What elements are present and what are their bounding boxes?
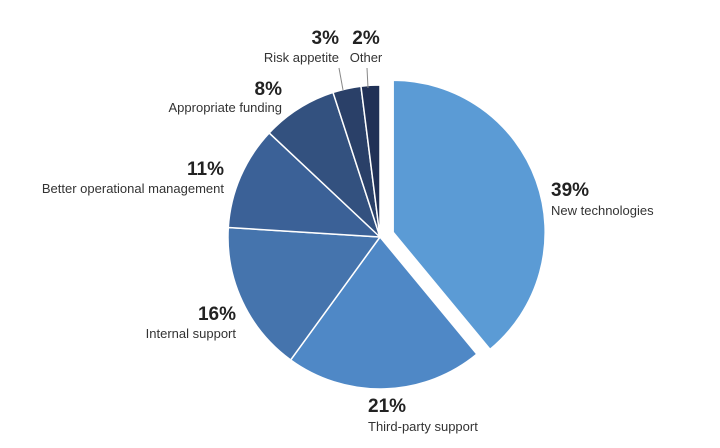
slice-better-operational-management <box>227 132 381 238</box>
value-label-appropriate-funding: 8% <box>255 79 283 100</box>
slice-third-party-support <box>289 236 478 390</box>
pie-slices <box>227 79 546 390</box>
slice-internal-support <box>227 226 381 361</box>
category-label-better-operational-management: Better operational management <box>42 181 225 196</box>
value-label-internal-support: 16% <box>198 304 236 325</box>
slice-new-technologies <box>392 79 546 351</box>
value-label-third-party-support: 21% <box>368 396 406 417</box>
label-connectors <box>338 67 369 91</box>
value-label-better-operational-management: 11% <box>187 159 224 180</box>
category-label-third-party-support: Third-party support <box>368 419 478 434</box>
category-label-other: Other <box>350 50 383 65</box>
connector-other <box>366 67 369 89</box>
slice-labels: 39% New technologies 21% Third-party sup… <box>42 28 654 434</box>
value-label-new-technologies: 39% <box>551 180 589 201</box>
slice-other <box>360 84 381 238</box>
category-label-new-technologies: New technologies <box>551 203 654 218</box>
category-label-appropriate-funding: Appropriate funding <box>169 100 282 115</box>
connector-risk-appetite <box>338 67 344 91</box>
value-label-other: 2% <box>352 28 380 49</box>
category-label-risk-appetite: Risk appetite <box>264 50 339 65</box>
value-label-risk-appetite: 3% <box>312 28 340 49</box>
category-label-internal-support: Internal support <box>146 326 237 341</box>
